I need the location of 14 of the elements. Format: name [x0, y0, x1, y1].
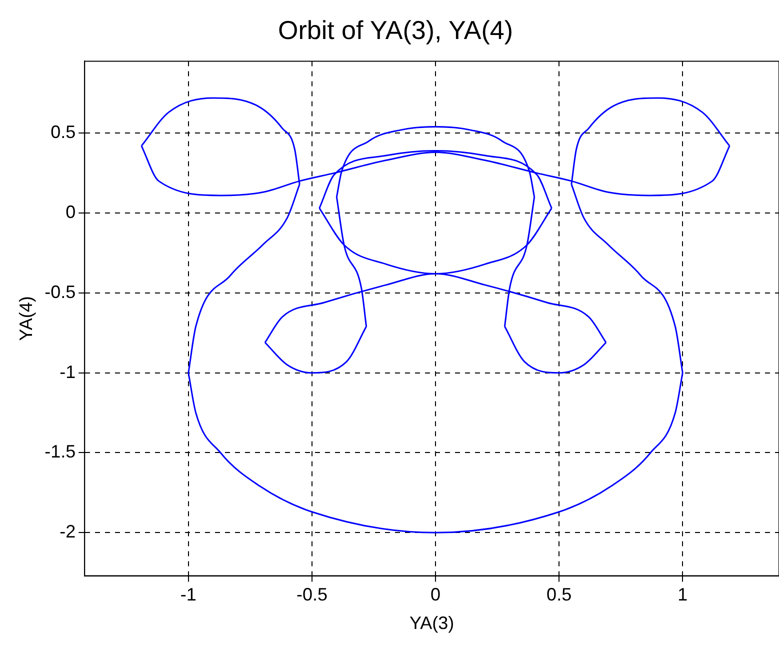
chart-title: Orbit of YA(3), YA(4)	[278, 14, 514, 45]
x-tick-label: -1	[180, 584, 196, 605]
y-axis-title: YA(4)	[16, 296, 36, 341]
y-tick-label: 0	[66, 202, 76, 222]
x-axis-title: YA(3)	[409, 613, 454, 634]
y-tick-label: -1	[60, 362, 76, 382]
x-tick-label: 1	[678, 584, 688, 605]
y-tick-label: -1.5	[44, 442, 76, 462]
x-tick-label: 0.5	[546, 584, 572, 605]
x-tick-label: -0.5	[296, 584, 328, 605]
y-tick-label: -2	[60, 522, 76, 542]
x-tick-label: 0	[430, 584, 441, 605]
y-tick-label: 0.5	[50, 122, 76, 142]
y-tick-label: -0.5	[44, 282, 76, 302]
